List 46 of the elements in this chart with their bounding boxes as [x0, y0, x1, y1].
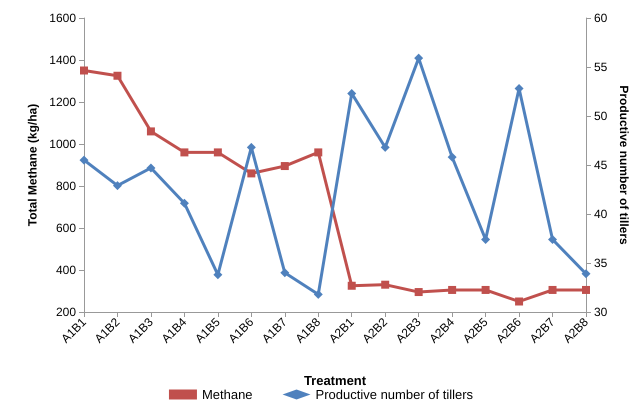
point: [482, 286, 490, 294]
point: [112, 181, 122, 190]
y2-tick-label: 40: [594, 207, 608, 221]
point: [515, 298, 524, 306]
y-tick-label: 800: [56, 179, 76, 193]
point: [582, 286, 590, 294]
point: [280, 162, 289, 170]
y-tick-label: 1600: [49, 11, 76, 25]
legend-label: Methane: [202, 387, 253, 402]
y-tick-label: 1200: [49, 95, 76, 109]
point: [146, 127, 155, 136]
point: [314, 290, 323, 299]
point: [247, 169, 256, 178]
y2-tick-label: 35: [594, 256, 608, 270]
point: [180, 198, 189, 208]
point: [80, 66, 88, 74]
y-tick-label: 1000: [49, 137, 76, 151]
y2-tick-label: 50: [594, 109, 608, 123]
y-tick-label: 1400: [49, 53, 76, 67]
point: [380, 142, 390, 152]
y2-tick-label: 60: [594, 11, 608, 25]
point: [381, 280, 390, 289]
point: [448, 286, 456, 294]
point: [113, 72, 122, 80]
point: [582, 269, 590, 278]
point: [180, 148, 188, 156]
y2-tick-label: 30: [594, 305, 608, 319]
y-tick-label: 200: [56, 305, 76, 319]
point: [280, 268, 290, 278]
point: [448, 152, 457, 162]
point: [214, 148, 222, 156]
y2-axis-title: Productive number of tillers: [617, 85, 632, 245]
point: [348, 282, 356, 290]
y-tick-label: 600: [56, 221, 76, 235]
y2-tick-label: 45: [594, 158, 608, 172]
point: [80, 156, 88, 165]
y2-tick-label: 55: [594, 60, 608, 74]
legend-label: Productive number of tillers: [316, 387, 474, 402]
y-axis-title: Total Methane (kg/ha): [25, 104, 40, 226]
point: [548, 286, 557, 294]
point: [314, 148, 322, 156]
point: [146, 163, 156, 172]
point: [548, 234, 558, 244]
y-tick-label: 400: [56, 263, 76, 277]
x-axis-title: Treatment: [304, 373, 367, 388]
point: [414, 288, 423, 296]
